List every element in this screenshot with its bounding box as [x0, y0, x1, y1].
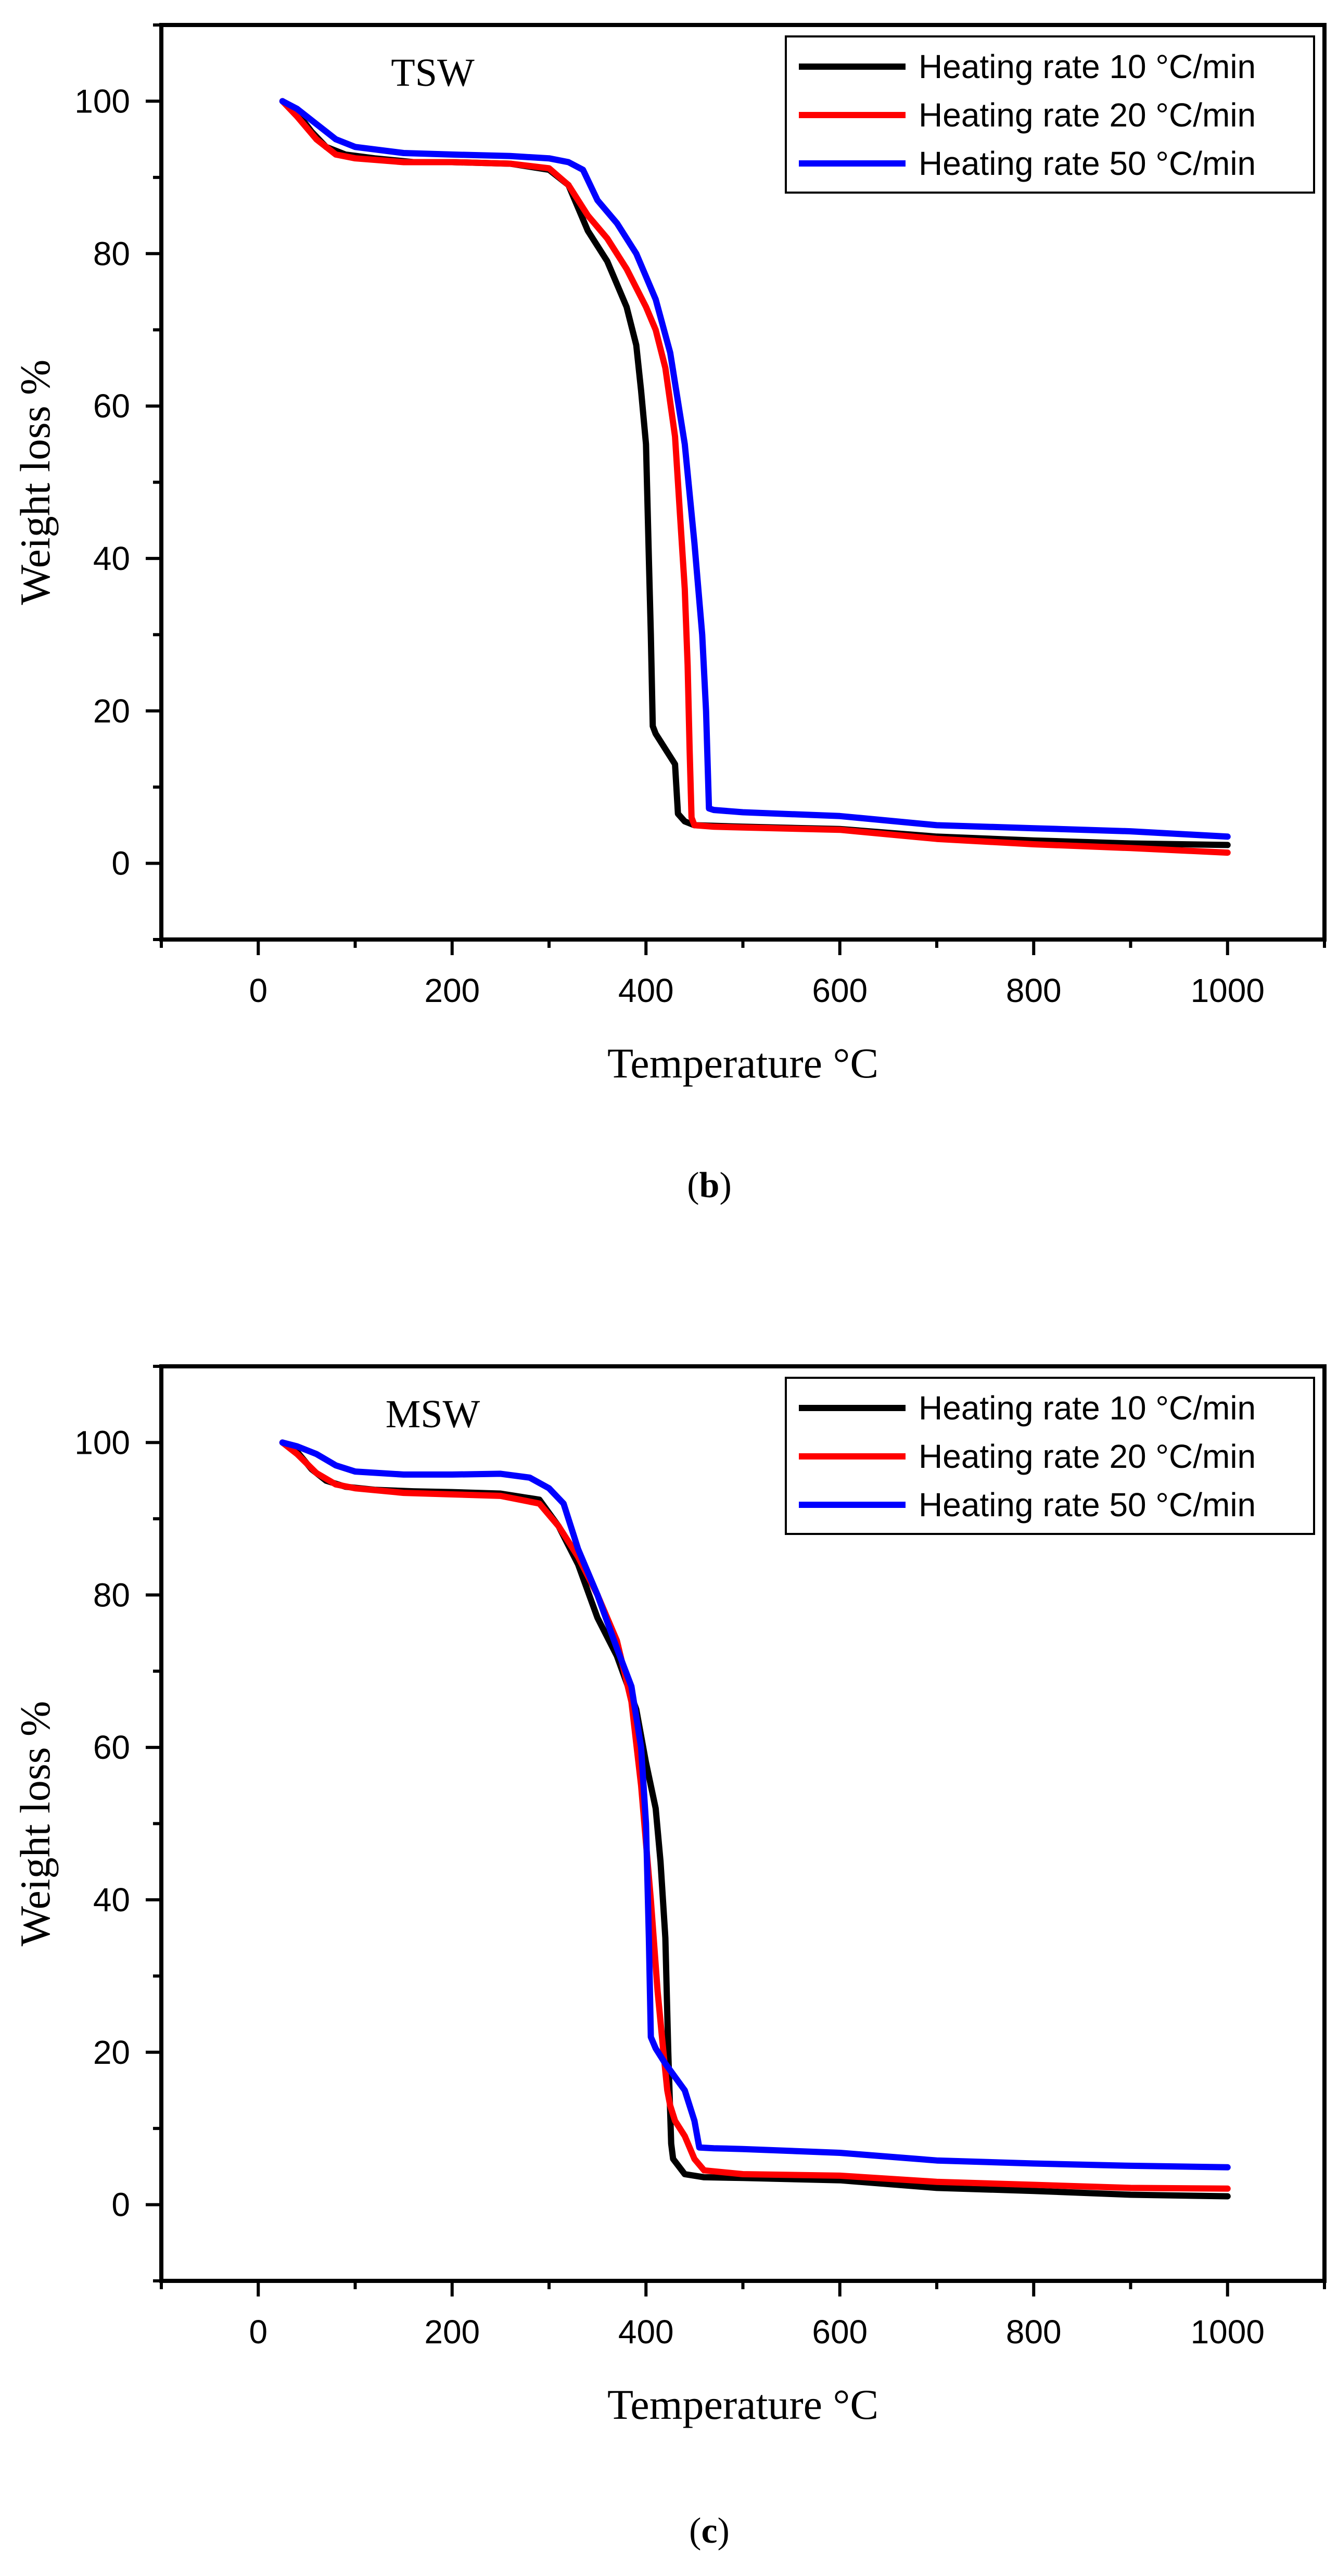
- chart-0-x-tick-label: 600: [812, 972, 868, 1009]
- chart-0-y-axis-title: Weight loss %: [11, 360, 59, 605]
- chart-1-x-axis-title: Temperature °C: [607, 2381, 878, 2428]
- chart-0-y-tick-label: 60: [93, 387, 130, 425]
- chart-1-x-tick-label: 200: [424, 2313, 480, 2351]
- chart-0-y-tick-label: 0: [111, 845, 130, 882]
- chart-1-y-tick-label: 80: [93, 1576, 130, 1614]
- chart-0-series-line-2: [279, 98, 1231, 840]
- chart-0-y-tick-label: 20: [93, 692, 130, 730]
- chart-1-x-tick-label: 1000: [1191, 2313, 1265, 2351]
- chart-1-y-axis-title: Weight loss %: [11, 1701, 59, 1947]
- chart-1-x-tick-label: 800: [1006, 2313, 1062, 2351]
- chart-0-sample-annotation: TSW: [391, 51, 475, 95]
- chart-1-legend-label-1: Heating rate 20 °C/min: [919, 1438, 1256, 1475]
- chart-0-x-tick-label: 200: [424, 972, 480, 1009]
- chart-0-y-tick-label: 40: [93, 540, 130, 577]
- chart-0-y-tick-label: 100: [74, 82, 130, 120]
- chart-0-series-group: [279, 98, 1231, 856]
- chart-1-panel-caption: (c): [689, 2511, 730, 2551]
- chart-1-x-tick-label: 0: [249, 2313, 267, 2351]
- chart-1-legend-label-2: Heating rate 50 °C/min: [919, 1486, 1256, 1524]
- chart-0-legend-label-2: Heating rate 50 °C/min: [919, 145, 1256, 182]
- chart-1-y-tick-label: 20: [93, 2034, 130, 2071]
- chart-1-y-tick-label: 40: [93, 1881, 130, 1919]
- chart-0-panel: 0 200 400 600 800 1000 0 20 40 60 80 100 Temperature…: [11, 23, 1327, 1205]
- chart-0-legend-label-0: Heating rate 10 °C/min: [919, 48, 1256, 85]
- chart-1-x-tick-label: 600: [812, 2313, 868, 2351]
- chart-1-legend-label-0: Heating rate 10 °C/min: [919, 1389, 1256, 1427]
- chart-0-x-tick-label: 400: [618, 972, 674, 1009]
- chart-1-y-tick-label: 100: [74, 1424, 130, 1461]
- chart-1-series-group: [279, 1439, 1231, 2200]
- chart-1-y-tick-label: 60: [93, 1729, 130, 1766]
- chart-1-x-tick-label: 400: [618, 2313, 674, 2351]
- chart-0-x-tick-label: 800: [1006, 972, 1062, 1009]
- chart-panels: 0 200 400 600 800 1000020406080100Temperature…: [11, 23, 1327, 2551]
- chart-1-legend: Heating rate 10 °C/min Heating rate 20 °C…: [785, 1377, 1315, 1535]
- chart-1-sample-annotation: MSW: [386, 1392, 480, 1436]
- chart-1-series-line-2: [279, 1439, 1231, 2171]
- chart-0-legend: Heating rate 10 °C/min Heating rate 20 °C…: [785, 35, 1315, 194]
- chart-1-panel: 0 200 400 600 800 1000 0 20 40 60 80 100 Temperature…: [11, 1364, 1327, 2551]
- chart-0-legend-label-1: Heating rate 20 °C/min: [919, 96, 1256, 134]
- chart-1-y-tick-label: 0: [111, 2186, 130, 2224]
- chart-0-panel-caption: (b): [687, 1165, 732, 1205]
- chart-0-x-tick-label: 1000: [1191, 972, 1265, 1009]
- chart-0-x-axis-title: Temperature °C: [607, 1039, 878, 1087]
- chart-0-y-tick-label: 80: [93, 235, 130, 272]
- chart-0-x-tick-label: 0: [249, 972, 267, 1009]
- chart-0-series-line-1: [279, 98, 1231, 856]
